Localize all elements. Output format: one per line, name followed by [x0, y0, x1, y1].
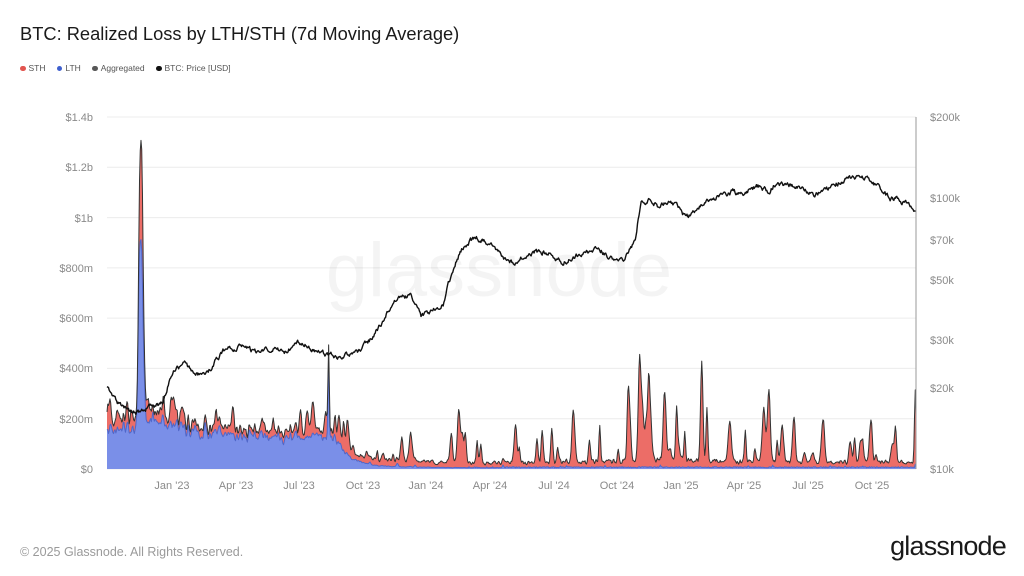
- svg-text:Apr '25: Apr '25: [727, 480, 762, 492]
- svg-text:Apr '24: Apr '24: [473, 480, 508, 492]
- svg-text:$10k: $10k: [930, 464, 954, 476]
- svg-text:$1.4b: $1.4b: [65, 112, 93, 124]
- svg-text:Jan '25: Jan '25: [663, 480, 698, 492]
- svg-text:Jan '23: Jan '23: [154, 480, 189, 492]
- svg-text:Jul '23: Jul '23: [283, 480, 314, 492]
- svg-text:Oct '23: Oct '23: [346, 480, 381, 492]
- svg-text:$50k: $50k: [930, 275, 954, 287]
- svg-text:$400m: $400m: [59, 363, 93, 375]
- svg-text:$70k: $70k: [930, 235, 954, 247]
- svg-text:Apr '23: Apr '23: [219, 480, 254, 492]
- svg-text:Jul '24: Jul '24: [538, 480, 569, 492]
- svg-text:$30k: $30k: [930, 335, 954, 347]
- svg-text:Oct '25: Oct '25: [855, 480, 890, 492]
- svg-text:glassnode: glassnode: [326, 228, 673, 313]
- svg-text:$200m: $200m: [59, 414, 93, 426]
- svg-text:$800m: $800m: [59, 263, 93, 275]
- svg-text:$100k: $100k: [930, 193, 960, 205]
- svg-text:$20k: $20k: [930, 383, 954, 395]
- svg-text:Oct '24: Oct '24: [600, 480, 635, 492]
- svg-text:$1.2b: $1.2b: [65, 162, 93, 174]
- svg-text:$1b: $1b: [75, 213, 93, 225]
- svg-text:$0: $0: [81, 464, 93, 476]
- svg-text:$600m: $600m: [59, 313, 93, 325]
- svg-text:$200k: $200k: [930, 112, 960, 124]
- svg-text:Jul '25: Jul '25: [792, 480, 823, 492]
- svg-text:Jan '24: Jan '24: [408, 480, 443, 492]
